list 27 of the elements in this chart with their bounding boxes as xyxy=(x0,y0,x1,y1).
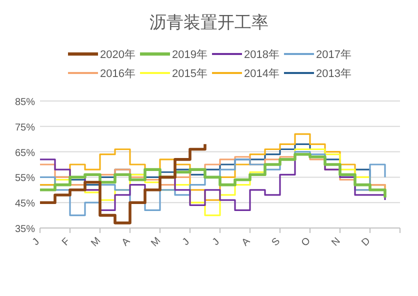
x-tick-label: M xyxy=(89,235,104,250)
chart-title: 沥青装置开工率 xyxy=(150,13,268,32)
x-tick-label: F xyxy=(60,236,72,248)
y-tick-label: 35% xyxy=(14,224,36,235)
x-tick-label: J xyxy=(210,236,222,248)
legend-label: 2020年 xyxy=(100,49,136,61)
y-tick-label: 45% xyxy=(14,198,36,210)
y-tick-label: 55% xyxy=(14,173,36,184)
legend-label: 2013年 xyxy=(316,68,352,80)
legend-label: 2018年 xyxy=(244,49,280,61)
legend-label: 2014年 xyxy=(244,68,280,80)
x-tick-label: M xyxy=(149,235,164,250)
legend-label: 2019年 xyxy=(172,49,208,61)
y-tick-label: 65% xyxy=(14,148,36,159)
x-tick-label: N xyxy=(330,236,343,249)
x-tick-label: J xyxy=(30,236,42,248)
x-tick-label: J xyxy=(180,236,192,248)
x-tick-label: A xyxy=(120,236,133,248)
x-tick-label: O xyxy=(300,235,314,249)
x-tick-label: A xyxy=(240,236,253,248)
x-tick-label: S xyxy=(270,236,283,248)
legend-label: 2016年 xyxy=(100,68,136,80)
legend-label: 2017年 xyxy=(316,49,352,61)
x-tick-label: D xyxy=(360,236,373,249)
legend-label: 2015年 xyxy=(172,68,208,80)
y-tick-label: 75% xyxy=(14,122,36,134)
y-tick-label: 85% xyxy=(14,97,36,108)
